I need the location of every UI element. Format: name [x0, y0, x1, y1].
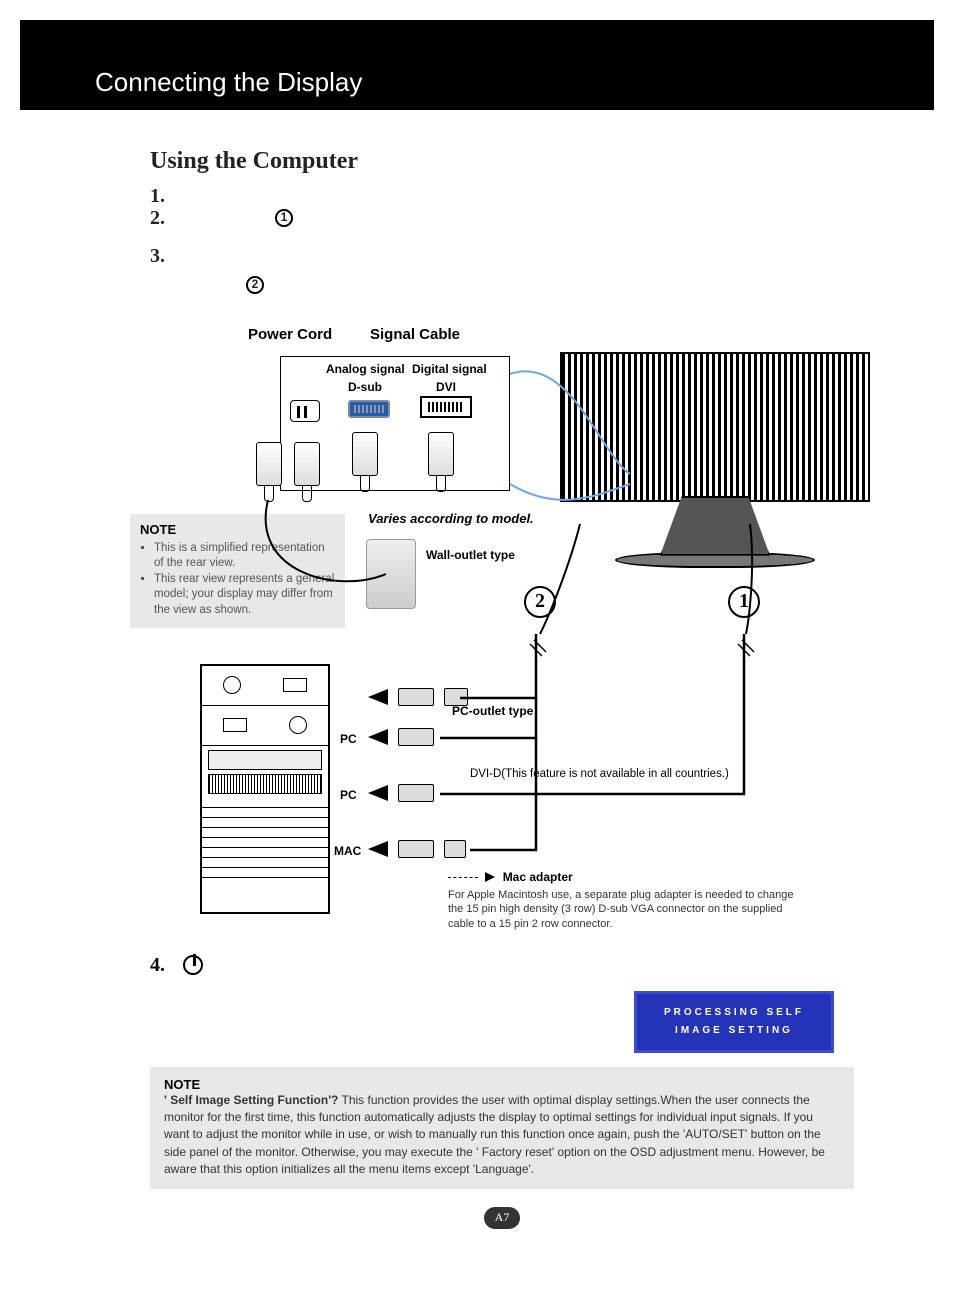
label-dsub: D-sub	[348, 380, 382, 394]
numbered-steps: 1. 2. 1 3. 2	[150, 185, 854, 294]
monitor-rear-icon	[560, 352, 870, 562]
arrow-left-icon	[368, 689, 388, 705]
dsub-cable-head-icon	[348, 432, 382, 488]
pc-tower-icon	[200, 664, 330, 914]
power-cable-head-icon	[252, 442, 286, 498]
note2-body: ' Self Image Setting Function'? This fun…	[164, 1092, 840, 1179]
header-bar: Connecting the Display	[20, 20, 934, 110]
label-pc-1: PC	[340, 732, 357, 746]
osd-line-1: PROCESSING SELF	[649, 1004, 819, 1022]
note-self-image: NOTE ' Self Image Setting Function'? Thi…	[150, 1067, 854, 1189]
section-heading: Using the Computer	[150, 148, 854, 175]
power-inlet-icon	[290, 400, 320, 422]
arrow-left-icon	[368, 785, 388, 801]
circled-one-inline: 1	[275, 209, 293, 227]
note-item: This is a simplified representation of t…	[154, 541, 335, 572]
header-title: Connecting the Display	[95, 67, 362, 98]
label-mac-adapter: Mac adapter	[448, 870, 573, 884]
diagram-marker-1: 1	[728, 586, 760, 618]
diagram-marker-2: 2	[524, 586, 556, 618]
label-wall-outlet: Wall-outlet type	[426, 548, 515, 562]
arrow-left-icon	[368, 841, 388, 857]
step-4: 4.	[150, 954, 165, 977]
label-dvi: DVI	[436, 380, 456, 394]
note2-title: NOTE	[164, 1077, 840, 1092]
dvi-port-icon	[420, 396, 472, 418]
label-signal-cable: Signal Cable	[370, 326, 460, 343]
connection-diagram: Power Cord Signal Cable Analog signal Di…	[140, 314, 880, 944]
osd-message: PROCESSING SELF IMAGE SETTING	[634, 991, 834, 1053]
label-pc-2: PC	[340, 788, 357, 802]
dvi-cable-head-icon	[424, 432, 458, 488]
pc-line-2	[368, 784, 434, 802]
power-cable-head2-icon	[290, 442, 324, 498]
step-1: 1.	[150, 185, 854, 207]
step-4-row: 4.	[150, 954, 854, 977]
step-2: 2.	[150, 207, 165, 229]
mac-line	[368, 840, 466, 858]
dsub-port-icon	[348, 400, 390, 418]
circled-two-inline: 2	[246, 276, 264, 294]
note-title: NOTE	[140, 522, 335, 537]
label-dvi-d-note: DVI-D(This feature is not available in a…	[470, 768, 729, 780]
step-3: 3.	[150, 245, 165, 267]
label-digital: Digital signal	[412, 362, 487, 376]
page-number-badge: A7	[484, 1207, 520, 1229]
label-power-cord: Power Cord	[248, 326, 332, 343]
mac-adapter-text: For Apple Macintosh use, a separate plug…	[448, 888, 808, 933]
wall-outlet-icon	[366, 539, 416, 609]
osd-line-2: IMAGE SETTING	[649, 1022, 819, 1040]
arrow-left-icon	[368, 729, 388, 745]
label-pc-outlet: PC-outlet type	[452, 704, 533, 718]
page-content: Using the Computer 1. 2. 1 3. 2 Power Co…	[0, 110, 954, 1229]
note-rear-view: NOTE This is a simplified representation…	[130, 514, 345, 629]
pc-line-1	[368, 728, 434, 746]
label-varies: Varies according to model.	[368, 511, 534, 526]
note-item: This rear view represents a general mode…	[154, 572, 335, 619]
label-analog: Analog signal	[326, 362, 405, 376]
label-mac: MAC	[334, 844, 361, 858]
power-icon	[183, 955, 203, 975]
